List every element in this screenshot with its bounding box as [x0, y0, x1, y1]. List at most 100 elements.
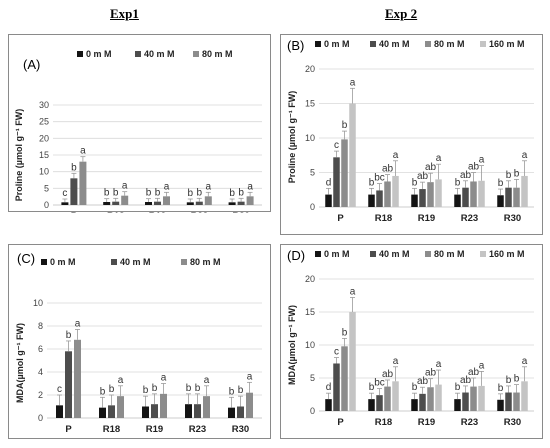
bar	[228, 407, 235, 418]
bar	[325, 399, 332, 411]
significance-letter: a	[206, 181, 212, 192]
y-tick-label: 20	[39, 133, 49, 143]
bar	[228, 202, 236, 205]
significance-letter: bc	[374, 378, 385, 389]
significance-letter: b	[146, 188, 152, 199]
significance-letter: a	[436, 153, 442, 164]
y-tick-label: 0	[310, 202, 315, 212]
legend-swatch	[181, 259, 187, 265]
bar	[411, 194, 418, 207]
y-tick-label: 20	[305, 64, 315, 74]
y-tick-label: 0	[44, 200, 49, 210]
y-axis-label: Proline (µmol g⁻¹ FW)	[287, 91, 297, 183]
y-tick-label: 6	[38, 344, 43, 354]
legend-swatch	[370, 251, 376, 257]
significance-letter: bc	[374, 173, 385, 184]
chart-panel-b: (B) 0 m M 40 m M 80 m M 160 m M 0 5 10 15 20 Proli…	[280, 34, 543, 235]
legend-label: 40 m M	[120, 257, 151, 267]
significance-letter: b	[455, 177, 461, 188]
significance-letter: b	[342, 120, 348, 131]
significance-letter: b	[498, 178, 504, 189]
category-label: R19	[149, 211, 166, 213]
legend-swatch	[370, 41, 376, 47]
legend-label: 80 m M	[434, 249, 465, 259]
category-label: R30	[232, 211, 249, 213]
legend-label: 80 m M	[190, 257, 221, 267]
legend-swatch	[425, 251, 431, 257]
y-tick-label: 10	[33, 298, 43, 308]
bar	[513, 187, 520, 207]
significance-letter: ab	[417, 376, 429, 387]
bar	[151, 404, 158, 418]
bar	[70, 178, 78, 205]
y-tick-label: 10	[305, 340, 315, 350]
significance-letter: ab	[417, 171, 429, 182]
bar	[470, 181, 477, 207]
significance-letter: b	[369, 177, 375, 188]
category-label: R19	[418, 417, 435, 428]
bar	[154, 201, 161, 205]
legend-swatch	[111, 259, 117, 265]
significance-letter: b	[109, 384, 115, 395]
y-axis-label: MDA(µmol g⁻¹ FW)	[15, 323, 25, 403]
category-label: R23	[461, 417, 478, 428]
bar	[376, 395, 383, 411]
significance-letter: ab	[468, 162, 480, 173]
bar	[112, 201, 120, 205]
y-tick-label: 8	[38, 321, 43, 331]
bar	[368, 194, 375, 207]
significance-letter: b	[412, 382, 418, 393]
bar	[237, 406, 244, 418]
chart-panel-c: (C) 0 m M 40 m M 80 m M 0 2 4 6 8 10 MDA(µmol g⁻¹ …	[8, 244, 271, 439]
bar	[349, 103, 356, 207]
bar	[376, 190, 383, 207]
chart-svg: (A) 0 m M 40 m M 80 m M 0 5 10 15 20 25 30 Proline …	[14, 49, 262, 213]
significance-letter: a	[522, 356, 528, 367]
bar	[333, 157, 340, 207]
y-tick-label: 4	[38, 367, 43, 377]
bar	[194, 404, 201, 418]
bar	[99, 407, 106, 418]
bar	[427, 387, 434, 411]
significance-letter: b	[238, 385, 244, 396]
legend-label: 0 m M	[324, 39, 350, 49]
bar	[79, 161, 87, 205]
y-tick-label: 0	[38, 413, 43, 423]
chart-panel-d: (D) 0 m M 40 m M 80 m M 160 m M 0 5 10 15 20 MDA(µ…	[280, 244, 543, 439]
significance-letter: ab	[425, 162, 437, 173]
exp2-header: Exp 2	[385, 6, 418, 21]
category-label: R30	[232, 424, 249, 435]
bar	[478, 385, 485, 411]
legend-swatch	[193, 51, 199, 57]
significance-letter: a	[247, 181, 253, 192]
legend-label: 0 m M	[86, 49, 112, 59]
y-tick-label: 20	[305, 274, 315, 284]
significance-letter: a	[164, 181, 170, 192]
bar	[505, 187, 512, 207]
significance-letter: a	[393, 150, 399, 161]
bar	[454, 399, 461, 411]
category-label: R18	[375, 213, 392, 224]
bar	[65, 351, 72, 418]
significance-letter: b	[498, 383, 504, 394]
bar	[74, 339, 81, 418]
significance-letter: a	[247, 371, 253, 382]
category-label: R23	[189, 424, 206, 435]
panel-label: (A)	[23, 57, 40, 72]
bar	[117, 396, 124, 418]
legend-swatch	[315, 41, 321, 47]
bar	[341, 346, 348, 411]
bar	[462, 392, 469, 411]
bar	[435, 384, 442, 411]
bar	[142, 406, 149, 418]
bar	[513, 392, 520, 411]
significance-letter: a	[393, 356, 399, 367]
significance-letter: d	[326, 177, 332, 188]
category-label: R23	[191, 211, 208, 213]
legend-label: 160 m M	[489, 39, 525, 49]
significance-letter: a	[80, 146, 86, 157]
significance-letter: b	[514, 374, 520, 385]
bar	[108, 405, 115, 418]
significance-letter: a	[75, 318, 81, 329]
significance-letter: a	[479, 155, 485, 166]
